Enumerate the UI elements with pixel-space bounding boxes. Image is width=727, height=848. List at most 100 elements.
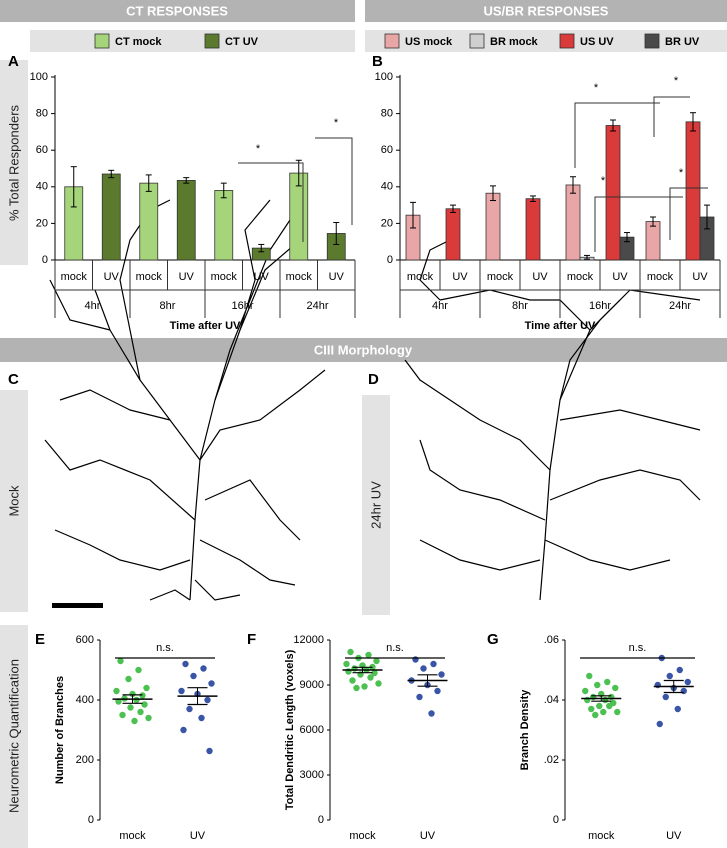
- data-point: [349, 677, 356, 684]
- significance-bracket: [574, 102, 660, 168]
- y-tick-label: 9000: [300, 679, 324, 691]
- significance-bracket: [238, 162, 304, 242]
- y-tick-label: 100: [375, 71, 393, 83]
- data-point: [113, 687, 120, 695]
- y-tick-label: 0: [553, 814, 559, 826]
- x-tick-label: UV: [420, 830, 436, 842]
- panel-label: F: [247, 631, 256, 648]
- y-tick-label: 60: [381, 144, 393, 156]
- data-point: [594, 681, 601, 689]
- x-tick-label: 24hr: [306, 300, 328, 312]
- significance-label: *: [601, 175, 606, 187]
- x-tick-label: UV: [666, 830, 682, 842]
- x-axis-title: Time after UV: [170, 320, 241, 332]
- data-point: [145, 714, 152, 722]
- significance-label: *: [334, 117, 339, 129]
- scale-bar: [52, 603, 103, 608]
- data-point: [127, 704, 134, 711]
- y-tick-label: 0: [42, 254, 48, 266]
- data-point: [115, 698, 122, 705]
- data-point: [347, 648, 354, 656]
- significance-label: *: [674, 75, 679, 87]
- x-sub-label: mock: [407, 271, 434, 283]
- panel-label: D: [368, 371, 379, 388]
- data-point: [178, 687, 185, 695]
- y-tick-label: 80: [36, 108, 48, 120]
- section-bar: [0, 338, 727, 362]
- legend-swatch: [204, 33, 220, 49]
- x-sub-label: UV: [612, 271, 628, 283]
- data-point: [190, 672, 197, 680]
- data-point: [592, 711, 599, 719]
- legend-bar: [30, 30, 355, 52]
- y-axis-title: % Total Responders: [6, 104, 21, 221]
- significance-label: *: [679, 167, 684, 179]
- data-point: [143, 684, 150, 692]
- data-point: [208, 680, 215, 687]
- section-bar: [365, 0, 727, 22]
- y-tick-label: .02: [544, 754, 559, 766]
- neuron-mock: [44, 199, 326, 601]
- y-axis-title: Branch Density: [519, 689, 531, 771]
- legend-label: US UV: [580, 36, 614, 48]
- y-tick-label: 40: [36, 181, 48, 193]
- x-tick-label: mock: [119, 830, 146, 842]
- legend-swatch: [644, 33, 660, 49]
- data-point: [676, 666, 683, 674]
- x-tick-label: mock: [588, 830, 615, 842]
- significance-bracket: [594, 196, 683, 252]
- y-tick-label: 20: [381, 217, 393, 229]
- panel-label: B: [372, 53, 383, 70]
- data-point: [438, 671, 445, 678]
- y-tick-label: 200: [76, 754, 94, 766]
- data-point: [119, 711, 126, 719]
- legend-swatch: [384, 33, 400, 49]
- bar: [685, 121, 701, 261]
- section-title: CIII Morphology: [314, 342, 413, 357]
- data-point: [186, 705, 193, 713]
- image-label: 24hr UV: [368, 481, 383, 529]
- data-point: [596, 702, 603, 710]
- panel-label: G: [487, 631, 499, 648]
- y-tick-label: 0: [387, 254, 393, 266]
- x-sub-label: mock: [567, 271, 594, 283]
- y-tick-label: 6000: [300, 724, 324, 736]
- neuron-uv: [404, 239, 701, 601]
- legend-label: CT UV: [225, 36, 259, 48]
- data-point: [582, 687, 589, 695]
- data-point: [365, 651, 372, 659]
- x-axis-title: Time after UV: [525, 320, 596, 332]
- x-sub-label: mock: [136, 271, 163, 283]
- bar: [101, 173, 121, 261]
- data-point: [137, 708, 144, 716]
- y-axis-title: Number of Branches: [54, 676, 66, 784]
- data-point: [198, 714, 205, 722]
- bar: [176, 179, 196, 261]
- panel-label: C: [8, 371, 19, 388]
- data-point: [361, 683, 368, 690]
- section-title: CT RESPONSES: [126, 3, 228, 18]
- legend-swatch: [559, 33, 575, 49]
- data-point: [600, 708, 607, 716]
- y-tick-label: 600: [76, 634, 94, 646]
- legend-swatch: [469, 33, 485, 49]
- y-tick-label: 0: [318, 814, 324, 826]
- data-point: [586, 672, 593, 680]
- x-tick-label: 16hr: [231, 300, 253, 312]
- data-point: [180, 726, 187, 734]
- section-title: Neurometric Quantification: [6, 659, 21, 813]
- data-point: [428, 710, 435, 717]
- legend-label: BR mock: [490, 36, 539, 48]
- data-point: [612, 684, 619, 692]
- significance-bracket: [653, 96, 690, 137]
- bar: [139, 182, 159, 261]
- data-point: [662, 693, 669, 701]
- bar: [214, 190, 234, 261]
- data-point: [182, 660, 189, 668]
- bar: [605, 125, 621, 261]
- significance-label: *: [256, 143, 261, 155]
- significance-bracket: [315, 137, 353, 225]
- x-sub-label: UV: [104, 271, 120, 283]
- legend-swatch: [94, 33, 110, 49]
